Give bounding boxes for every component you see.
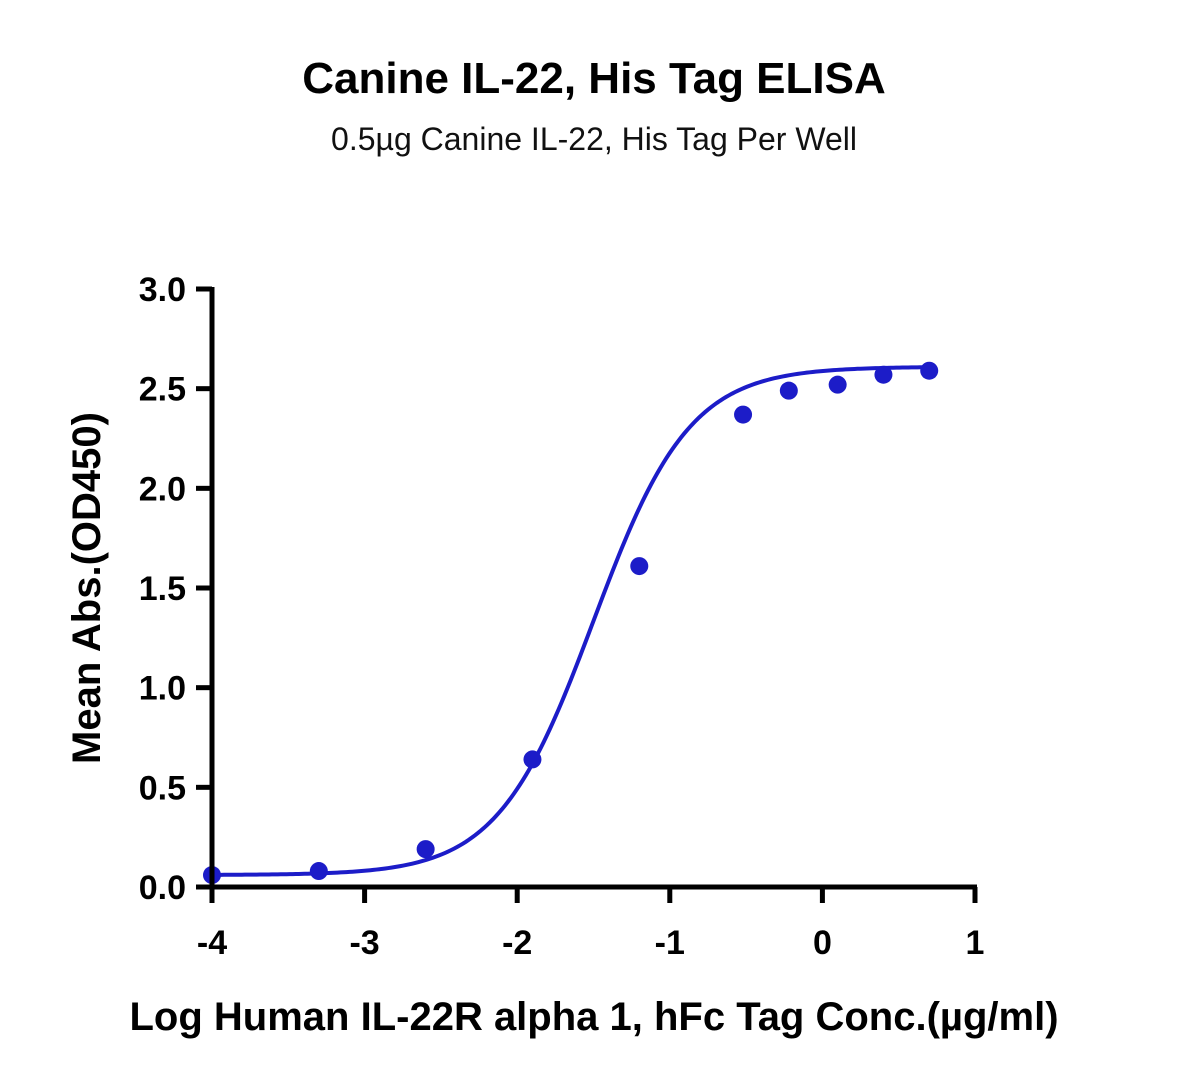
x-axis: -4 -3 -2 -1 0 1 [197, 884, 985, 962]
x-tick-label: 0 [813, 924, 832, 962]
data-point [779, 381, 798, 400]
chart-subtitle: 0.5µg Canine IL-22, His Tag Per Well [331, 121, 857, 157]
chart-title: Canine IL-22, His Tag ELISA [302, 54, 886, 103]
y-tick-label: 1.5 [139, 570, 186, 608]
plot-area [203, 361, 939, 885]
data-point [416, 840, 435, 859]
y-tick-label: 3.0 [139, 271, 186, 309]
x-tick-label: 1 [966, 924, 985, 962]
data-point [874, 365, 893, 384]
y-tick-label: 1.0 [139, 670, 186, 708]
data-point [828, 375, 847, 394]
y-tick-label: 0.0 [139, 869, 186, 907]
y-tick-label: 2.5 [139, 371, 186, 409]
data-point [630, 557, 649, 576]
x-axis-label: Log Human IL-22R alpha 1, hFc Tag Conc.(… [129, 995, 1058, 1039]
y-tick-label: 0.5 [139, 769, 186, 807]
data-point [734, 405, 753, 424]
x-tick-label: -1 [655, 924, 685, 962]
fit-curve [211, 365, 930, 877]
y-axis-label: Mean Abs.(OD450) [65, 412, 109, 764]
data-point [309, 862, 328, 881]
data-point [920, 361, 939, 380]
y-axis: 0.0 0.5 1.0 1.5 2.0 2.5 3.0 [139, 271, 215, 907]
y-tick-label: 2.0 [139, 470, 186, 508]
x-tick-label: -2 [502, 924, 532, 962]
x-tick-label: -3 [349, 924, 379, 962]
x-tick-label: -4 [197, 924, 227, 962]
data-point [523, 750, 542, 769]
